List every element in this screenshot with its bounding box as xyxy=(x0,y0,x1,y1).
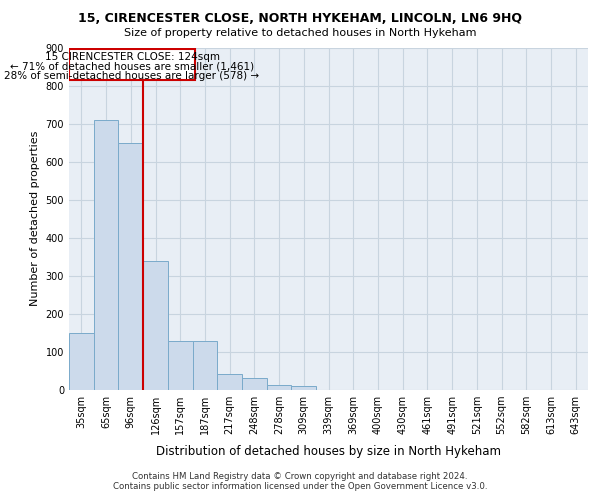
Bar xyxy=(242,378,267,390)
Bar xyxy=(168,340,193,390)
Bar xyxy=(193,340,217,390)
Bar xyxy=(217,374,242,390)
Bar xyxy=(69,333,94,390)
Y-axis label: Number of detached properties: Number of detached properties xyxy=(30,131,40,306)
Text: 15, CIRENCESTER CLOSE, NORTH HYKEHAM, LINCOLN, LN6 9HQ: 15, CIRENCESTER CLOSE, NORTH HYKEHAM, LI… xyxy=(78,12,522,26)
Text: Contains public sector information licensed under the Open Government Licence v3: Contains public sector information licen… xyxy=(113,482,487,491)
Bar xyxy=(94,120,118,390)
Text: Size of property relative to detached houses in North Hykeham: Size of property relative to detached ho… xyxy=(124,28,476,38)
Bar xyxy=(143,260,168,390)
Text: 28% of semi-detached houses are larger (578) →: 28% of semi-detached houses are larger (… xyxy=(4,72,260,82)
Bar xyxy=(267,386,292,390)
Text: 15 CIRENCESTER CLOSE: 124sqm: 15 CIRENCESTER CLOSE: 124sqm xyxy=(44,52,220,62)
X-axis label: Distribution of detached houses by size in North Hykeham: Distribution of detached houses by size … xyxy=(156,446,501,458)
FancyBboxPatch shape xyxy=(69,50,195,80)
Bar xyxy=(292,386,316,390)
Bar xyxy=(118,142,143,390)
Text: ← 71% of detached houses are smaller (1,461): ← 71% of detached houses are smaller (1,… xyxy=(10,62,254,72)
Text: Contains HM Land Registry data © Crown copyright and database right 2024.: Contains HM Land Registry data © Crown c… xyxy=(132,472,468,481)
